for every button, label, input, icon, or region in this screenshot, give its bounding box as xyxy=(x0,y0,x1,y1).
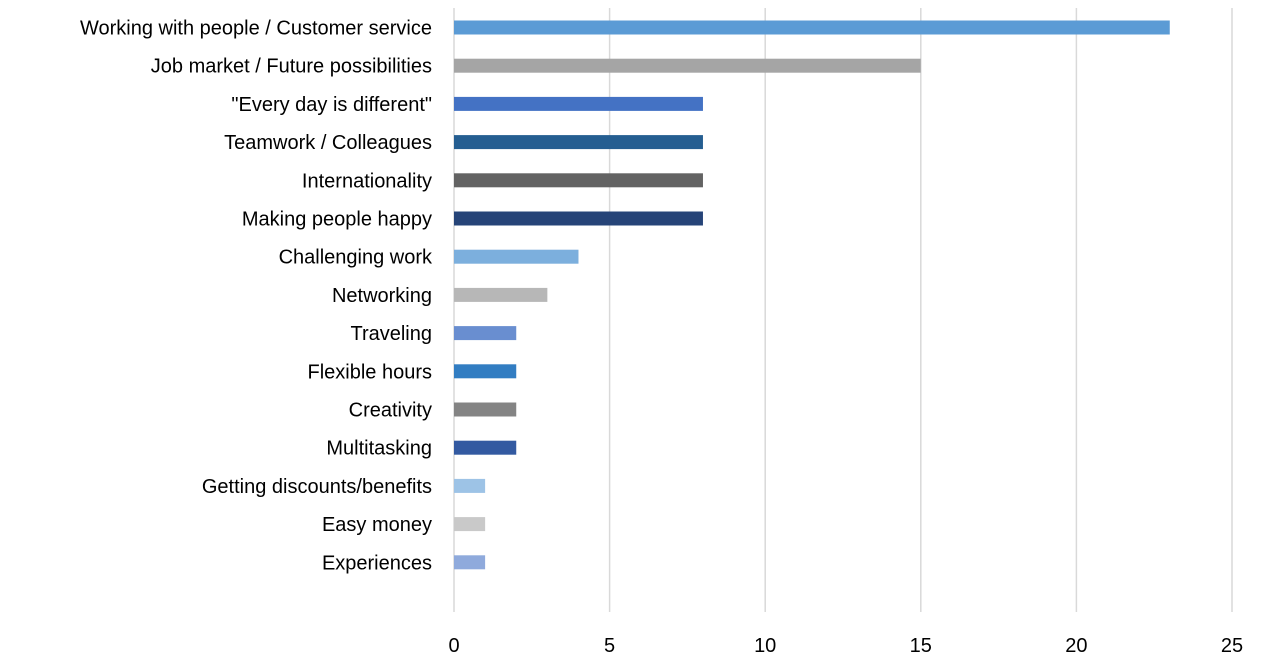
bar xyxy=(454,402,517,417)
bar xyxy=(454,249,579,264)
x-axis-tick-labels: 0 5 10 15 20 25 xyxy=(448,635,1243,657)
category-label: Teamwork / Colleagues xyxy=(224,132,432,154)
category-label: Multitasking xyxy=(326,438,432,460)
category-label: Getting discounts/benefits xyxy=(202,476,432,498)
category-label: Experiences xyxy=(322,552,432,574)
bars xyxy=(454,20,1170,570)
bar xyxy=(454,517,486,532)
category-label: Easy money xyxy=(322,514,432,536)
category-label: "Every day is different" xyxy=(231,94,432,116)
category-label: Working with people / Customer service xyxy=(80,18,432,40)
x-tick-label: 10 xyxy=(754,635,776,657)
bar xyxy=(454,211,703,226)
category-label: Flexible hours xyxy=(307,361,432,383)
bar xyxy=(454,20,1170,35)
bar xyxy=(454,555,486,570)
bar xyxy=(454,135,703,150)
bar xyxy=(454,96,703,111)
bar xyxy=(454,364,517,379)
x-tick-label: 25 xyxy=(1221,635,1243,657)
bar xyxy=(454,173,703,188)
bar xyxy=(454,440,517,455)
category-label: Networking xyxy=(332,285,432,307)
x-tick-label: 5 xyxy=(604,635,615,657)
x-tick-label: 15 xyxy=(910,635,932,657)
category-label: Job market / Future possibilities xyxy=(151,56,432,78)
category-label: Challenging work xyxy=(279,247,433,269)
category-labels: Working with people / Customer service Jo… xyxy=(80,18,433,575)
category-label: Making people happy xyxy=(242,209,432,231)
bar xyxy=(454,287,548,302)
bar xyxy=(454,326,517,341)
x-tick-label: 0 xyxy=(448,635,459,657)
x-tick-label: 20 xyxy=(1065,635,1087,657)
bar xyxy=(454,58,921,73)
category-label: Creativity xyxy=(349,400,432,422)
category-label: Internationality xyxy=(302,170,432,192)
category-label: Traveling xyxy=(350,323,432,345)
bar xyxy=(454,478,486,493)
